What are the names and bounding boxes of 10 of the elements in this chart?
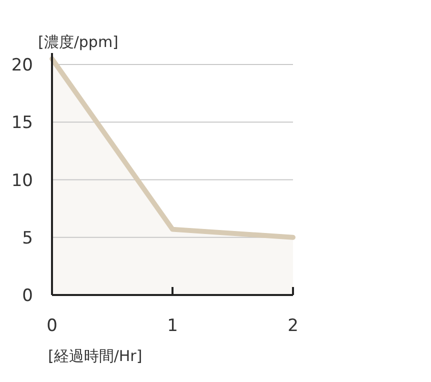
x-axis-title: [経過時間/Hr] [48,347,142,365]
y-axis-title: [濃度/ppm] [38,33,118,51]
y-tick-label: 10 [11,170,33,191]
x-tick-label: 1 [167,316,178,336]
y-tick-label: 20 [11,56,33,76]
x-tick-label: 0 [46,316,58,336]
y-tick-label: 0 [22,286,33,306]
y-tick-label: 15 [11,113,33,134]
x-tick-label: 2 [288,316,298,336]
y-tick-label: 5 [22,228,33,248]
